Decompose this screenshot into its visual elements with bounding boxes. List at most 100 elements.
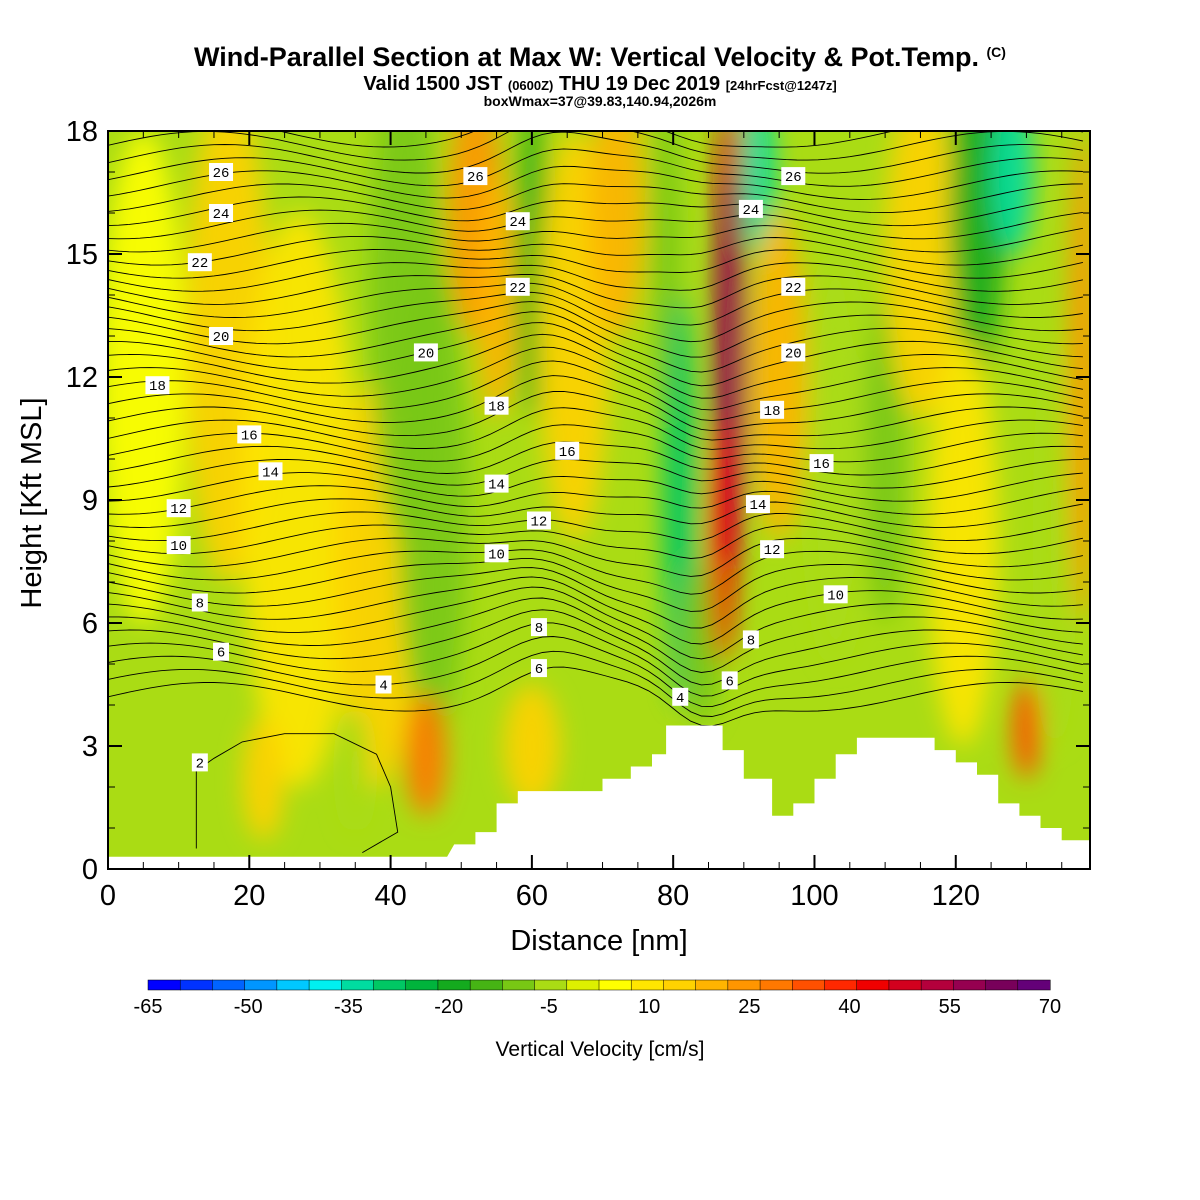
theta-label-box: [187, 253, 212, 272]
theta-label-box: [760, 400, 785, 419]
theta-label: 14: [258, 462, 283, 481]
theta-label: 12: [760, 540, 785, 559]
theta-label-text: 10: [827, 588, 844, 604]
velocity-cell: [885, 131, 956, 418]
theta-label-box: [526, 511, 551, 530]
theta-label: 10: [166, 536, 191, 555]
theta-label: 8: [742, 630, 759, 649]
isentrope-line: [108, 282, 1083, 326]
isentrope-line: [108, 360, 1083, 422]
theta-label-box: [530, 659, 547, 678]
colorbar-tick-label: -50: [234, 996, 263, 1018]
theta-label-box: [484, 474, 509, 493]
theta-label-box: [191, 753, 208, 772]
theta-label-text: 10: [488, 547, 505, 563]
x-tick-label: 80: [657, 880, 689, 912]
isentrope-line: [108, 183, 1083, 214]
colorbar-swatch: [341, 979, 375, 991]
theta-label: 18: [760, 400, 785, 420]
x-tick-label: 60: [516, 880, 548, 912]
isentrope-line: [108, 511, 1083, 542]
isentrope-line: [108, 131, 1083, 174]
velocity-cell: [948, 131, 1006, 377]
theta-label-box: [237, 425, 262, 444]
theta-label-box: [505, 212, 530, 231]
theta-label-text: 6: [535, 662, 543, 678]
isentrope-line: [108, 558, 1083, 612]
velocity-cell: [397, 254, 469, 746]
theta-label-text: 24: [742, 203, 759, 219]
colorbar: -65 -50 -35 -20 -5 10 25 40 55 70: [134, 979, 1061, 1018]
theta-label: 14: [745, 495, 770, 514]
theta-label-box: [191, 593, 208, 612]
theta-label-text: 6: [725, 674, 733, 690]
x-tick-label: 40: [374, 880, 406, 912]
theta-label: 24: [209, 204, 234, 223]
theta-label-text: 4: [676, 691, 684, 707]
theta-label-text: 22: [509, 281, 526, 297]
isentrope-line: [108, 262, 1083, 292]
isentrope-line: [108, 375, 1083, 432]
theta-label: 4: [672, 687, 689, 707]
theta-label-text: 20: [213, 330, 230, 346]
isentrope-line: [108, 333, 1083, 399]
theta-label-box: [484, 544, 509, 563]
theta-label: 16: [809, 454, 834, 473]
isentrope-line: [108, 597, 1083, 673]
colorbar-tick-label: 70: [1039, 996, 1061, 1018]
y-tick-label: 12: [66, 362, 98, 394]
x-axis-label: Distance [nm]: [510, 925, 687, 957]
velocity-cell: [341, 709, 370, 833]
theta-label: 24: [738, 199, 763, 219]
theta-label: 20: [413, 343, 438, 362]
colorbar-swatch: [888, 979, 922, 991]
isentrope-line: [108, 322, 1083, 387]
isentrope-line: [108, 311, 1083, 373]
theta-label-box: [375, 675, 392, 694]
theta-label: 10: [484, 544, 509, 563]
isentrope-line: [108, 666, 1083, 727]
isentrope-line: [108, 148, 1083, 187]
isentrope-line: [108, 235, 1083, 266]
theta-label: 10: [823, 585, 848, 604]
theta-label-text: 16: [559, 445, 576, 461]
isentrope-line: [108, 274, 1083, 309]
theta-label-box: [672, 687, 689, 706]
theta-label-box: [823, 585, 848, 604]
theta-label-text: 26: [467, 170, 484, 186]
theta-label-box: [721, 671, 738, 690]
colorbar-swatch: [630, 979, 664, 991]
colorbar-swatch: [179, 979, 213, 991]
isentrope-line: [108, 524, 1083, 559]
isentrope-line: [108, 586, 1083, 660]
colorbar-swatch: [566, 979, 600, 991]
theta-label-box: [760, 540, 785, 559]
colorbar-swatch: [276, 979, 310, 991]
valid-utc: (0600Z): [507, 78, 554, 93]
theta-label: 24: [505, 212, 530, 231]
theta-label-text: 20: [785, 346, 802, 362]
theta-label-box: [742, 630, 759, 649]
colorbar-label: Vertical Velocity [cm/s]: [496, 1038, 705, 1061]
theta-label-text: 18: [488, 400, 505, 416]
colorbar-tick-label: 40: [838, 996, 860, 1018]
theta-label: 14: [484, 474, 509, 494]
colorbar-swatch: [244, 979, 278, 991]
velocity-cell: [588, 131, 645, 336]
theta-label-text: 16: [241, 428, 258, 444]
colorbar-tick-label: -65: [134, 996, 163, 1018]
theta-label: 12: [526, 511, 551, 531]
theta-label-box: [258, 462, 283, 481]
isentrope-line: [108, 209, 1083, 240]
theta-label-text: 22: [785, 281, 802, 297]
theta-label: 20: [209, 327, 234, 346]
theta-label-text: 24: [213, 207, 230, 223]
isentrope-line: [108, 609, 1083, 686]
theta-label-text: 16: [813, 457, 830, 473]
theta-label-text: 14: [488, 478, 505, 494]
valid-date: THU 19 Dec 2019: [558, 73, 721, 95]
isentrope-line: [108, 196, 1083, 227]
theta-label-box: [209, 163, 234, 181]
velocity-cell: [708, 418, 737, 664]
colorbar-swatch: [437, 979, 471, 991]
